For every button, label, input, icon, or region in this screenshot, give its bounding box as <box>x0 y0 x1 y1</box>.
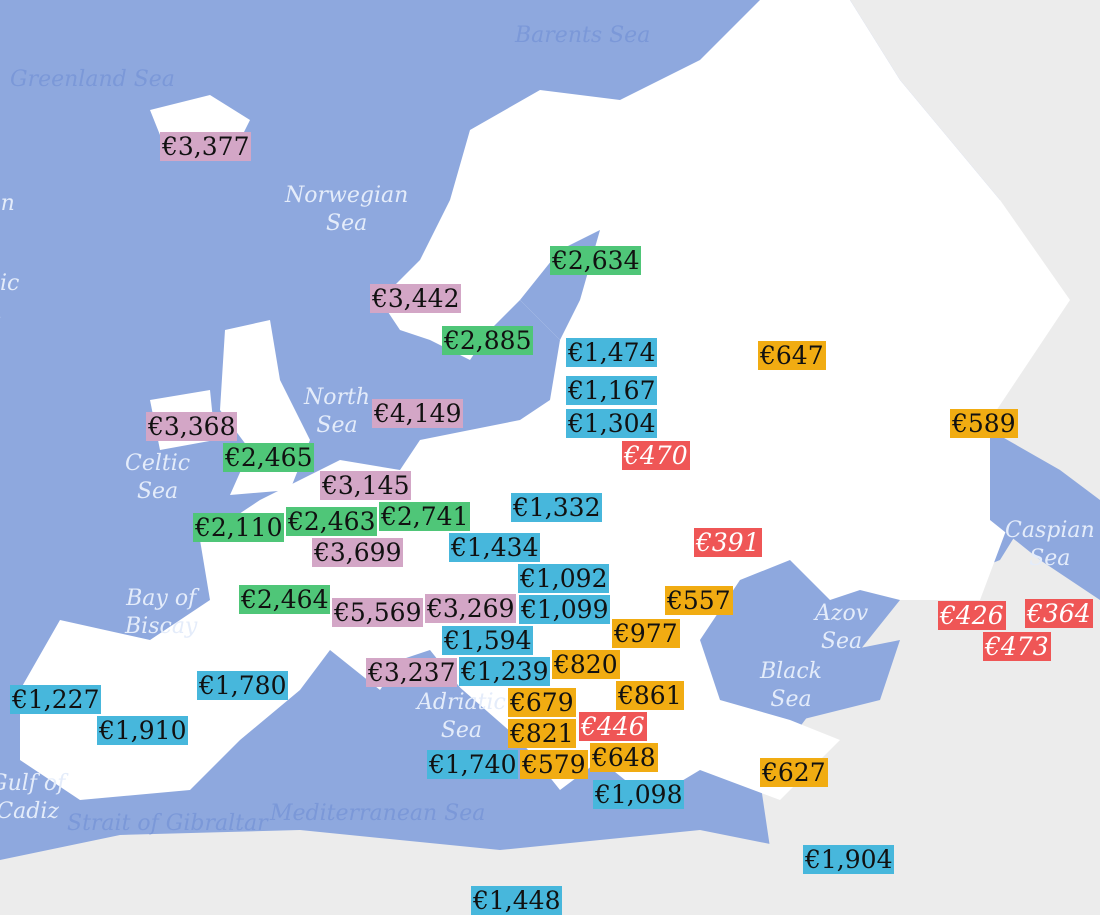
salary-label: €589 <box>950 409 1018 438</box>
salary-label: €1,740 <box>427 750 519 779</box>
salary-label: €1,904 <box>803 845 895 874</box>
salary-label: €1,594 <box>442 626 534 655</box>
salary-label: €2,110 <box>193 513 285 542</box>
sea-label: Mediterranean Sea <box>270 801 486 826</box>
salary-label: €2,885 <box>442 326 534 355</box>
salary-label: €1,239 <box>459 657 551 686</box>
salary-label: €1,332 <box>511 493 603 522</box>
sea-label: North Sea <box>304 385 371 438</box>
salary-label: €1,099 <box>519 595 611 624</box>
salary-label: €627 <box>760 758 828 787</box>
caspian-sea <box>990 430 1100 600</box>
adriatic-sea <box>410 670 520 770</box>
salary-label: €1,448 <box>471 886 563 915</box>
salary-label: €820 <box>552 650 620 679</box>
sea-label: Barents Sea <box>515 23 651 48</box>
salary-label: €1,227 <box>10 685 102 714</box>
salary-label: €3,237 <box>366 658 458 687</box>
sea-label: riana <box>0 191 15 216</box>
salary-label: €3,377 <box>160 132 252 161</box>
salary-label: €977 <box>612 619 680 648</box>
salary-label: €2,465 <box>223 443 315 472</box>
salary-label: €557 <box>665 586 733 615</box>
salary-label: €648 <box>590 743 658 772</box>
salary-label: €579 <box>520 750 588 779</box>
salary-label: €861 <box>616 681 684 710</box>
sea-label: Black Sea <box>760 659 822 712</box>
sea-label: Adriatic Sea <box>417 690 506 743</box>
salary-label: €473 <box>983 632 1051 661</box>
sea-label: Caspian Sea <box>1005 518 1095 571</box>
salary-label: €1,304 <box>566 409 658 438</box>
salary-label: €647 <box>758 341 826 370</box>
salary-label: €364 <box>1025 599 1093 628</box>
salary-label: €3,368 <box>146 412 238 441</box>
salary-label: €1,910 <box>97 716 189 745</box>
sea-label: Celtic Sea <box>125 451 191 504</box>
sea-label: Bay of Biscay <box>125 586 198 639</box>
salary-label: €1,098 <box>593 780 685 809</box>
salary-label: €3,145 <box>320 471 412 500</box>
salary-label: €446 <box>579 712 647 741</box>
salary-label: €4,149 <box>372 399 464 428</box>
salary-label: €1,092 <box>518 564 610 593</box>
salary-label: €2,464 <box>239 585 331 614</box>
salary-label: €5,569 <box>332 598 424 627</box>
sea-label: Norwegian Sea <box>285 183 409 236</box>
salary-label: €1,474 <box>566 338 658 367</box>
salary-label: €391 <box>694 528 762 557</box>
salary-label: €2,741 <box>379 502 471 531</box>
salary-label: €1,434 <box>449 533 541 562</box>
salary-label: €1,167 <box>566 376 658 405</box>
salary-label: €679 <box>508 688 576 717</box>
salary-label: €470 <box>622 441 690 470</box>
sea-label: Greenland Sea <box>10 67 175 92</box>
salary-label: €2,634 <box>550 246 642 275</box>
sea-label: h ticn <box>0 271 20 324</box>
salary-label: €821 <box>508 719 576 748</box>
black-sea <box>720 610 900 720</box>
sea-label: Azov Sea <box>815 601 869 654</box>
salary-label: €3,269 <box>425 594 517 623</box>
salary-label: €2,463 <box>286 507 378 536</box>
salary-label: €3,699 <box>312 538 404 567</box>
salary-label: €1,780 <box>197 671 289 700</box>
salary-label: €426 <box>938 601 1006 630</box>
sea-label: Strait of Gibraltar <box>67 811 268 836</box>
outside-africa <box>0 830 820 915</box>
salary-label: €3,442 <box>370 284 462 313</box>
